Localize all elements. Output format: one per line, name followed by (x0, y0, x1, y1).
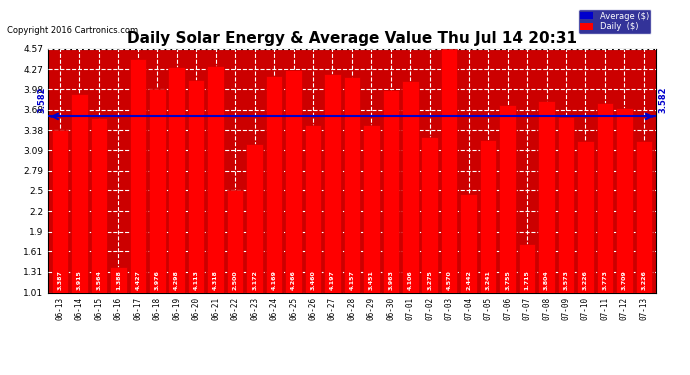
Text: 3.172: 3.172 (252, 270, 257, 290)
Bar (188, 80, 204, 362)
Bar (71, 94, 88, 362)
Text: 3.773: 3.773 (602, 270, 607, 290)
Text: 3.804: 3.804 (544, 270, 549, 290)
Bar (538, 101, 555, 362)
Text: 3.976: 3.976 (155, 270, 160, 290)
Bar (344, 77, 360, 362)
Bar (168, 68, 185, 362)
Text: 4.197: 4.197 (330, 270, 335, 290)
Bar (402, 81, 419, 362)
Bar (597, 104, 613, 362)
Bar (285, 70, 302, 362)
Bar (110, 267, 127, 362)
Text: 3.275: 3.275 (427, 270, 432, 290)
Text: 4.106: 4.106 (408, 270, 413, 290)
Text: 4.157: 4.157 (349, 270, 355, 290)
Text: 3.460: 3.460 (310, 270, 315, 290)
Bar (149, 89, 166, 362)
Text: 4.427: 4.427 (135, 270, 140, 290)
Text: 3.241: 3.241 (486, 270, 491, 290)
Title: Daily Solar Energy & Average Value Thu Jul 14 20:31: Daily Solar Energy & Average Value Thu J… (127, 31, 577, 46)
Bar (519, 244, 535, 362)
Text: 3.755: 3.755 (505, 270, 510, 290)
Bar (90, 118, 107, 362)
Text: 4.318: 4.318 (213, 270, 218, 290)
Text: 3.582: 3.582 (658, 87, 667, 113)
Bar (246, 144, 263, 362)
Text: 4.169: 4.169 (272, 270, 277, 290)
Text: 3.963: 3.963 (388, 270, 393, 290)
Bar (382, 90, 399, 362)
Bar (500, 105, 516, 362)
Text: Copyright 2016 Cartronics.com: Copyright 2016 Cartronics.com (7, 26, 138, 35)
Bar (480, 140, 496, 362)
Text: 3.915: 3.915 (77, 270, 82, 290)
Bar (52, 130, 68, 362)
Bar (227, 190, 244, 362)
Legend: Average ($), Daily  ($): Average ($), Daily ($) (578, 9, 651, 34)
Bar (577, 141, 593, 362)
Text: 1.388: 1.388 (116, 270, 121, 290)
Bar (266, 76, 282, 361)
Text: 3.564: 3.564 (97, 270, 101, 290)
Text: 3.226: 3.226 (583, 270, 588, 290)
Bar (130, 58, 146, 362)
Text: 3.582: 3.582 (37, 87, 46, 113)
Bar (635, 141, 652, 362)
Bar (422, 137, 438, 362)
Bar (324, 74, 341, 362)
Text: 4.266: 4.266 (291, 270, 296, 290)
Text: 4.298: 4.298 (175, 270, 179, 290)
Bar (363, 125, 380, 362)
Bar (305, 125, 322, 362)
Text: 3.709: 3.709 (622, 270, 627, 290)
Text: 2.500: 2.500 (233, 270, 237, 290)
Text: 3.451: 3.451 (369, 270, 374, 290)
Text: 1.715: 1.715 (524, 270, 529, 290)
Bar (441, 49, 457, 362)
Text: 3.226: 3.226 (641, 270, 647, 290)
Bar (558, 117, 574, 362)
Bar (616, 108, 633, 362)
Text: 3.387: 3.387 (57, 270, 63, 290)
Text: 4.113: 4.113 (194, 270, 199, 290)
Text: 2.442: 2.442 (466, 270, 471, 290)
Text: 3.573: 3.573 (564, 270, 569, 290)
Bar (208, 66, 224, 362)
Text: 4.570: 4.570 (446, 270, 452, 290)
Bar (460, 195, 477, 362)
